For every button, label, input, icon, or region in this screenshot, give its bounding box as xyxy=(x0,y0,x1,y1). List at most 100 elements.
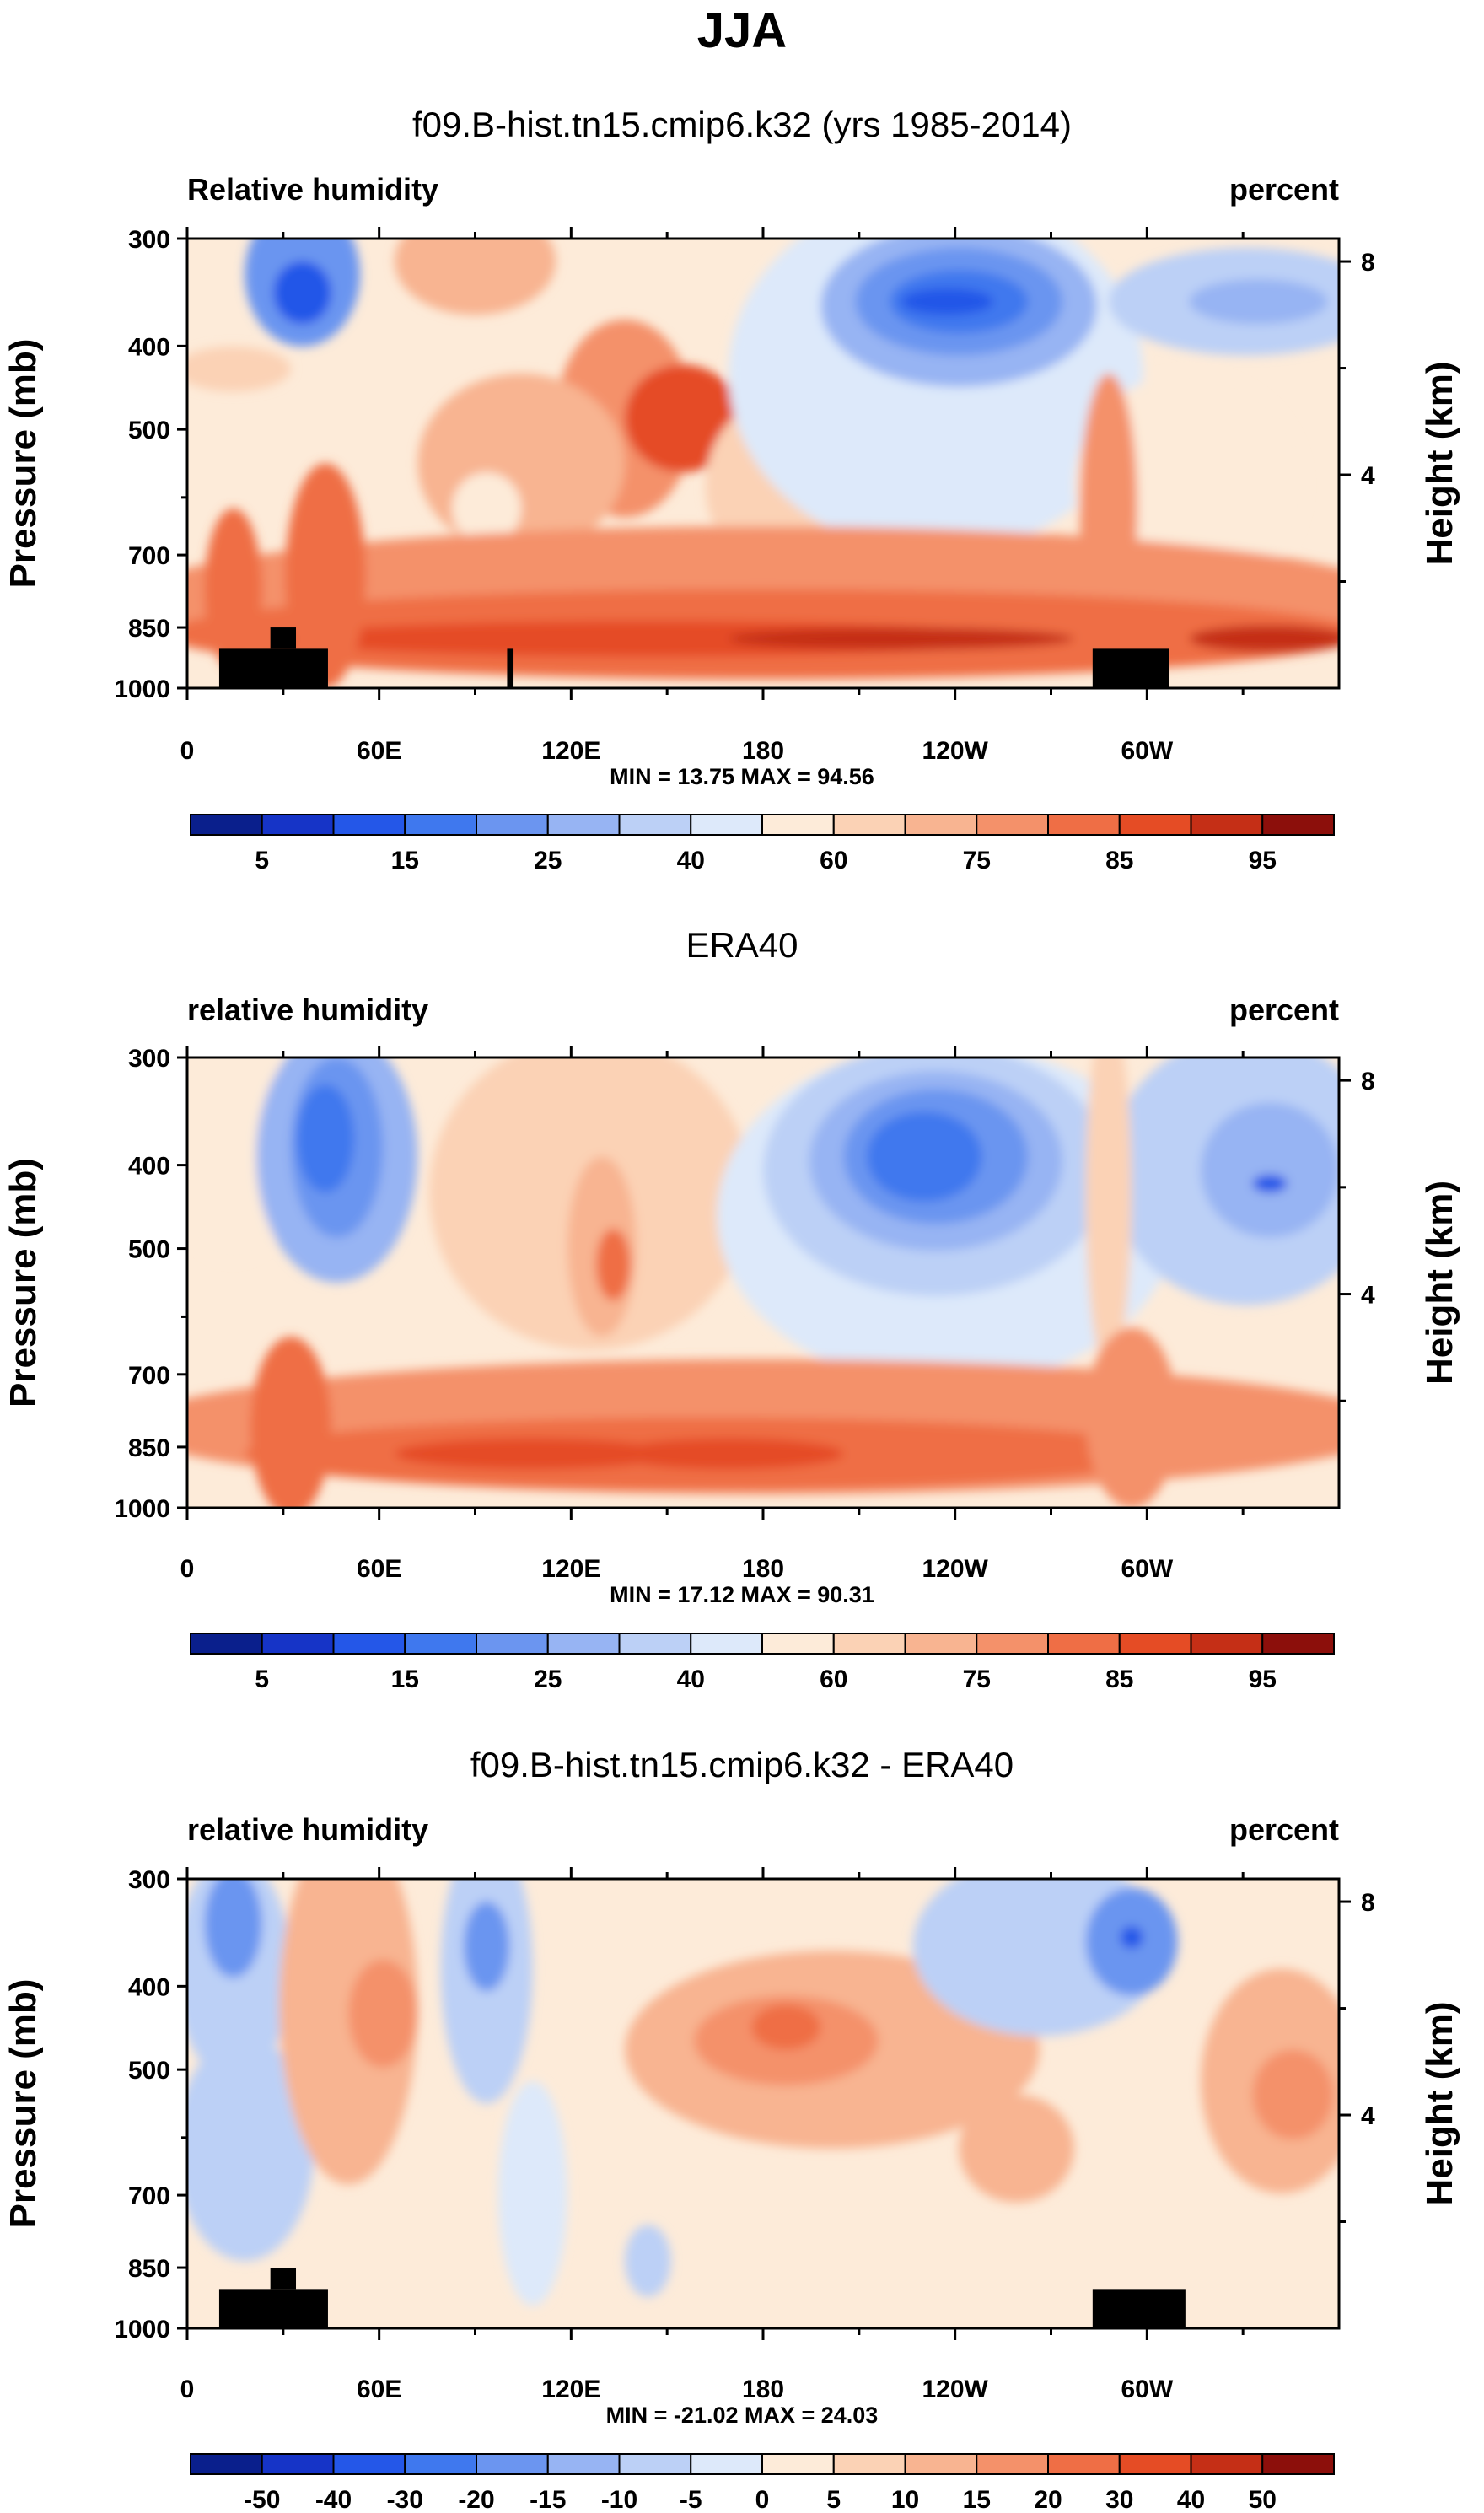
contour-region xyxy=(250,1337,331,1508)
contour-region xyxy=(1252,2049,1334,2140)
contour-region xyxy=(1085,1327,1178,1508)
contour-region xyxy=(729,627,1074,650)
colorbar-label: 15 xyxy=(391,847,419,874)
panel-title: f09.B-hist.tn15.cmip6.k32 - ERA40 xyxy=(470,1745,1014,1784)
colorbar-swatch xyxy=(1118,814,1192,836)
contour-region xyxy=(394,239,556,315)
field-contours xyxy=(187,1057,1339,1508)
height-tick-label: 8 xyxy=(1361,249,1375,277)
panel-title: f09.B-hist.tn15.cmip6.k32 (yrs 1985-2014… xyxy=(412,105,1072,144)
colorbar-swatch xyxy=(1118,2453,1192,2475)
colorbar-swatch xyxy=(690,2453,763,2475)
x-tick-label: 120W xyxy=(922,737,988,765)
y-tick-label: 850 xyxy=(128,1434,170,1462)
colorbar-swatch xyxy=(1261,814,1335,836)
y-axis-title-right: Height (km) xyxy=(1419,362,1460,566)
contour-region xyxy=(625,364,740,473)
x-tick-label: 120E xyxy=(541,1555,600,1583)
colorbar-label: 85 xyxy=(1105,847,1133,874)
colorbar-label: 5 xyxy=(255,847,269,874)
units-label: percent xyxy=(1229,1812,1339,1847)
colorbar-label: -20 xyxy=(458,2486,494,2509)
colorbar-swatch xyxy=(1047,814,1121,836)
panel-title: ERA40 xyxy=(686,925,798,965)
y-tick-label: 300 xyxy=(128,226,170,254)
colorbar-label: -40 xyxy=(315,2486,352,2509)
contour-region xyxy=(751,2004,821,2050)
colorbar-label: 85 xyxy=(1105,1665,1133,1693)
contour-region xyxy=(595,1228,631,1301)
land-mask xyxy=(270,627,297,649)
colorbar-label: 10 xyxy=(891,2486,919,2509)
colorbar-swatch xyxy=(832,1633,906,1655)
colorbar-label: 60 xyxy=(820,1665,847,1693)
colorbar-label: 5 xyxy=(826,2486,841,2509)
colorbar-label: 75 xyxy=(963,847,991,874)
contour-region xyxy=(273,261,331,325)
min-max-stats: MIN = -21.02 MAX = 24.03 xyxy=(606,2403,879,2428)
colorbar-swatch xyxy=(904,2453,978,2475)
colorbar-swatch xyxy=(690,1633,763,1655)
colorbar-swatch xyxy=(1190,2453,1264,2475)
land-mask xyxy=(1092,2289,1186,2328)
y-axis-title: Pressure (mb) xyxy=(3,1158,44,1407)
contour-region xyxy=(959,2094,1074,2203)
contour-region xyxy=(187,346,291,392)
contour-region xyxy=(463,1901,510,1992)
variable-label: Relative humidity xyxy=(187,172,438,207)
contour-region xyxy=(394,1438,671,1470)
x-tick-label: 180 xyxy=(742,1555,784,1583)
colorbar-label: 15 xyxy=(963,2486,991,2509)
colorbar-swatch xyxy=(404,1633,477,1655)
contour-region xyxy=(296,1084,355,1193)
x-tick-label: 180 xyxy=(742,737,784,765)
contour-region xyxy=(866,1111,982,1202)
field-area xyxy=(187,1879,1339,2328)
colorbar-swatch xyxy=(761,814,835,836)
colorbar-swatch xyxy=(404,814,477,836)
x-tick-label: 0 xyxy=(180,2376,195,2403)
y-tick-label: 500 xyxy=(128,1236,170,1264)
colorbar: 5 15 25 40 60 75 85 95 xyxy=(190,1633,1335,1693)
colorbar-swatch xyxy=(261,1633,335,1655)
contour-region xyxy=(1120,1925,1143,1949)
x-tick-label: 60W xyxy=(1121,737,1173,765)
contour-region xyxy=(279,1879,418,2185)
colorbar-swatch xyxy=(904,814,978,836)
x-tick-label: 0 xyxy=(180,737,195,765)
min-max-stats: MIN = 13.75 MAX = 94.56 xyxy=(610,764,874,789)
colorbar-label: 60 xyxy=(820,847,847,874)
colorbar-swatch xyxy=(1261,1633,1335,1655)
y-tick-label: 700 xyxy=(128,542,170,570)
colorbar-swatch xyxy=(618,2453,692,2475)
x-tick-label: 0 xyxy=(180,1555,195,1583)
contour-region xyxy=(1252,1174,1288,1193)
colorbar-swatch xyxy=(761,1633,835,1655)
colorbar-swatch xyxy=(190,2453,263,2475)
x-tick-label: 120E xyxy=(541,737,600,765)
contour-region xyxy=(452,472,522,545)
land-mask xyxy=(1092,648,1169,688)
y-tick-label: 700 xyxy=(128,2182,170,2210)
y-tick-label: 1000 xyxy=(114,2316,170,2343)
colorbar-swatch xyxy=(190,1633,263,1655)
colorbar-label: -30 xyxy=(387,2486,423,2509)
colorbar-label: 40 xyxy=(677,1665,705,1693)
y-axis-title: Pressure (mb) xyxy=(3,339,44,589)
contour-region xyxy=(613,1438,844,1470)
colorbar-swatch xyxy=(618,814,692,836)
colorbar-swatch xyxy=(904,1633,978,1655)
colorbar-label: -50 xyxy=(244,2486,280,2509)
contour-region xyxy=(285,463,366,688)
y-tick-label: 500 xyxy=(128,417,170,444)
contour-region xyxy=(1189,625,1339,653)
colorbar-swatch xyxy=(476,2453,549,2475)
colorbar-label: 95 xyxy=(1249,847,1277,874)
colorbar-label: 0 xyxy=(755,2486,770,2509)
y-tick-label: 700 xyxy=(128,1362,170,1390)
y-tick-label: 500 xyxy=(128,2057,170,2085)
colorbar-swatch xyxy=(332,814,406,836)
figure-title: JJA xyxy=(697,3,787,58)
y-tick-label: 400 xyxy=(128,1153,170,1181)
